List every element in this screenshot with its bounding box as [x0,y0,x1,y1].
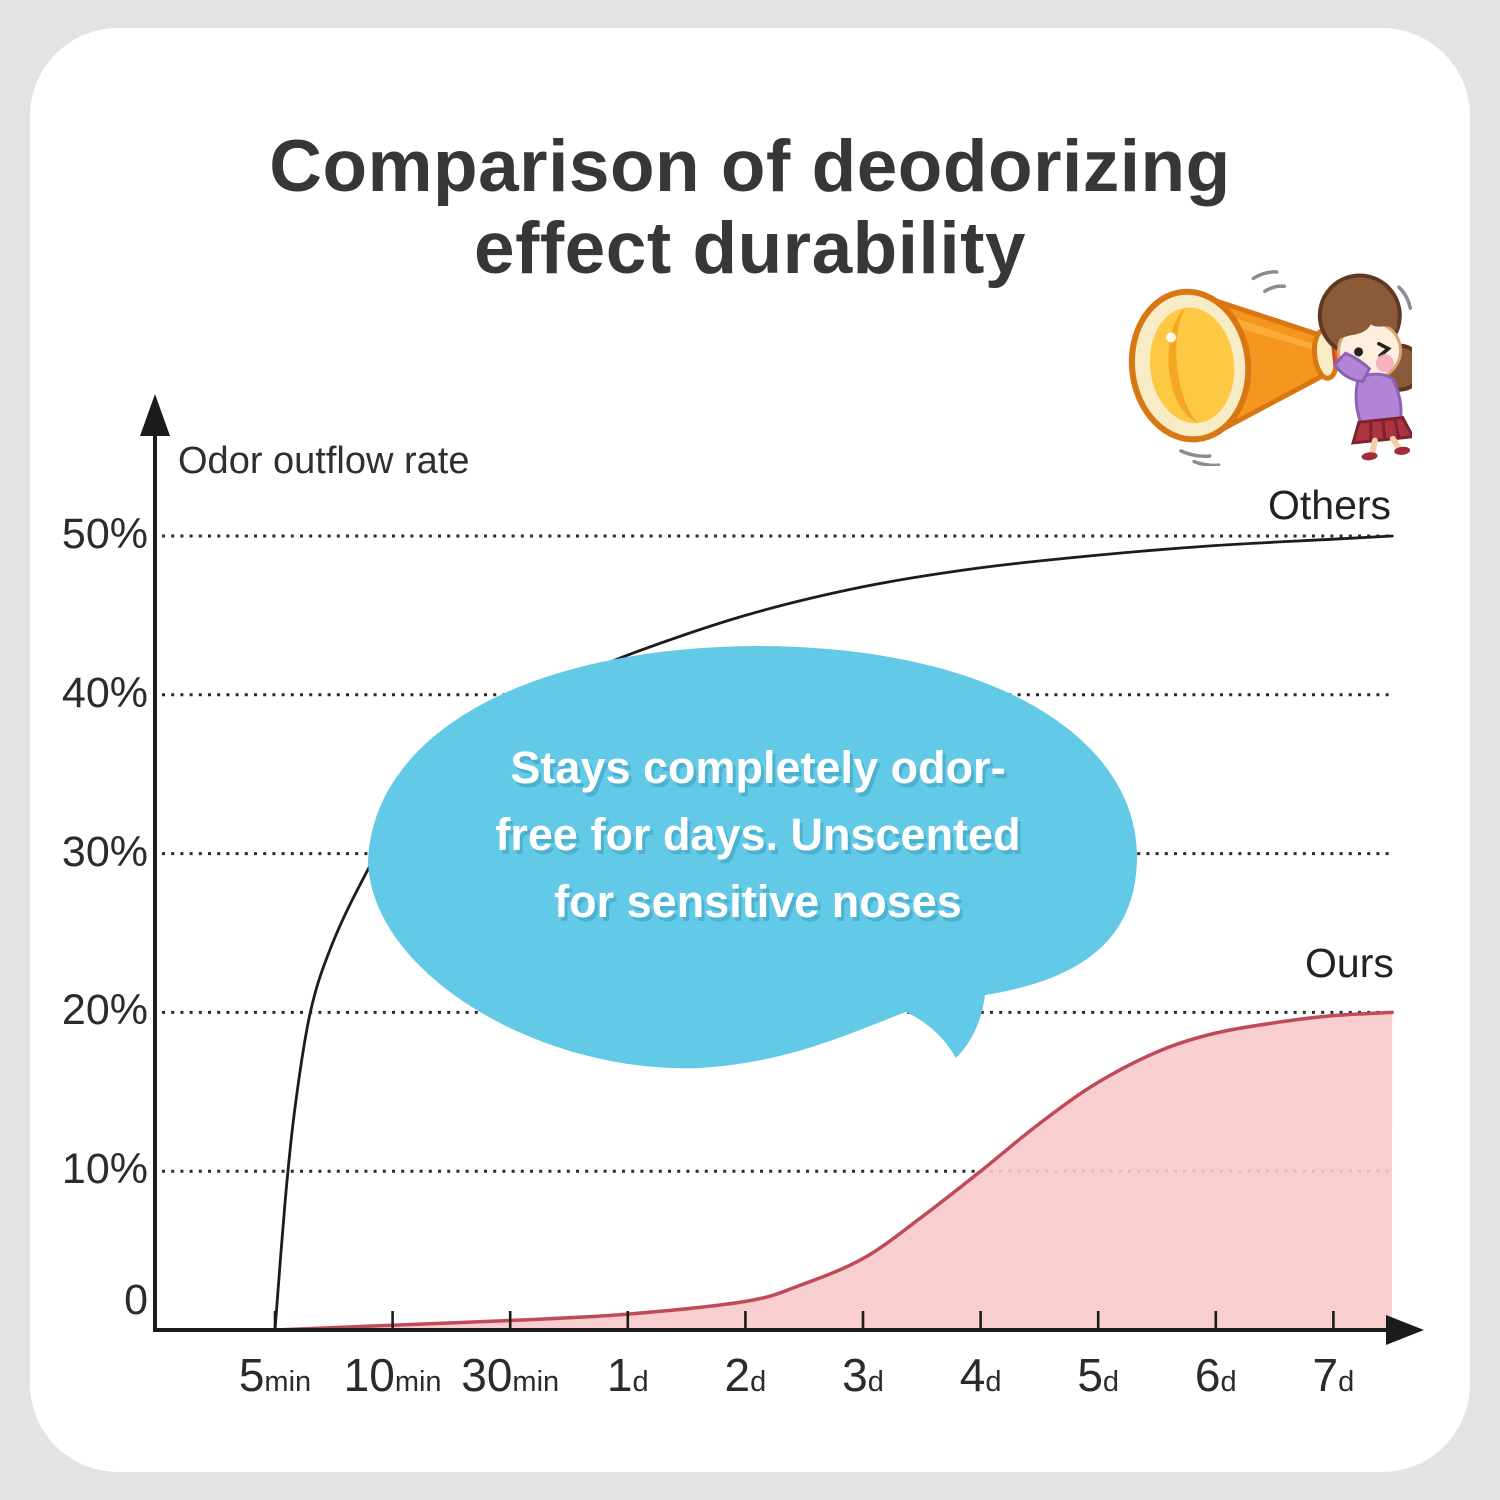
girl-eye [1354,347,1364,357]
girl-arm [1332,351,1372,384]
title-line-1: Comparison of deodorizing [269,126,1231,207]
x-tick-label: 30min [461,1349,560,1401]
girl [1317,273,1412,461]
y-axis-title: Odor outflow rate [178,440,470,482]
y-tick-label: 10% [61,1145,148,1194]
bubble-line-1: Stays completely odor- [510,742,1006,793]
megaphone-girl-illustration [1128,270,1412,466]
x-tick-label: 4d [959,1349,1002,1401]
speech-bubble-text: Stays completely odor- free for days. Un… [408,734,1108,935]
y-tick-label: 50% [61,510,148,558]
girl-shoe [1361,452,1378,461]
bubble-line-2: free for days. Unscented [495,809,1021,860]
x-tick-label: 5min [238,1349,312,1401]
x-tick-label: 3d [842,1349,884,1401]
x-tick-label: 10min [343,1349,442,1401]
motion-lines [1179,270,1412,466]
girl-skirt [1351,416,1412,445]
x-axis-ticks [273,1311,1335,1330]
title-line-2: effect durability [473,207,1027,289]
axes [140,394,1424,1345]
x-tick-label: 5d [1077,1349,1120,1401]
x-tick-label: 7d [1312,1349,1355,1401]
ours-curve [273,1010,1394,1332]
x-axis-arrow [1386,1315,1424,1345]
girl-wink-eye [1377,341,1392,358]
girl-shoe [1394,446,1411,455]
x-tick-label: 1d [606,1349,649,1401]
bubble-line-3: for sensitive noses [554,876,962,927]
page-title: Comparison of deodorizing effect durabil… [0,126,1500,290]
series-label-others: Others [1268,482,1392,528]
x-tick-label: 2d [724,1349,767,1401]
speech-bubble [368,646,1138,1069]
y-tick-label: 40% [61,668,148,717]
girl-sweater [1354,372,1403,426]
y-tick-label: 30% [61,827,148,876]
y-tick-label: 0 [124,1276,148,1324]
y-tick-label: 20% [61,986,148,1035]
girl-blush [1375,354,1394,373]
ours-area-fill [275,1012,1393,1330]
series-label-ours: Ours [1305,940,1394,986]
x-tick-label: 6d [1194,1349,1237,1401]
dotted-gridlines [162,534,1392,1173]
y-axis-arrow [140,394,170,436]
